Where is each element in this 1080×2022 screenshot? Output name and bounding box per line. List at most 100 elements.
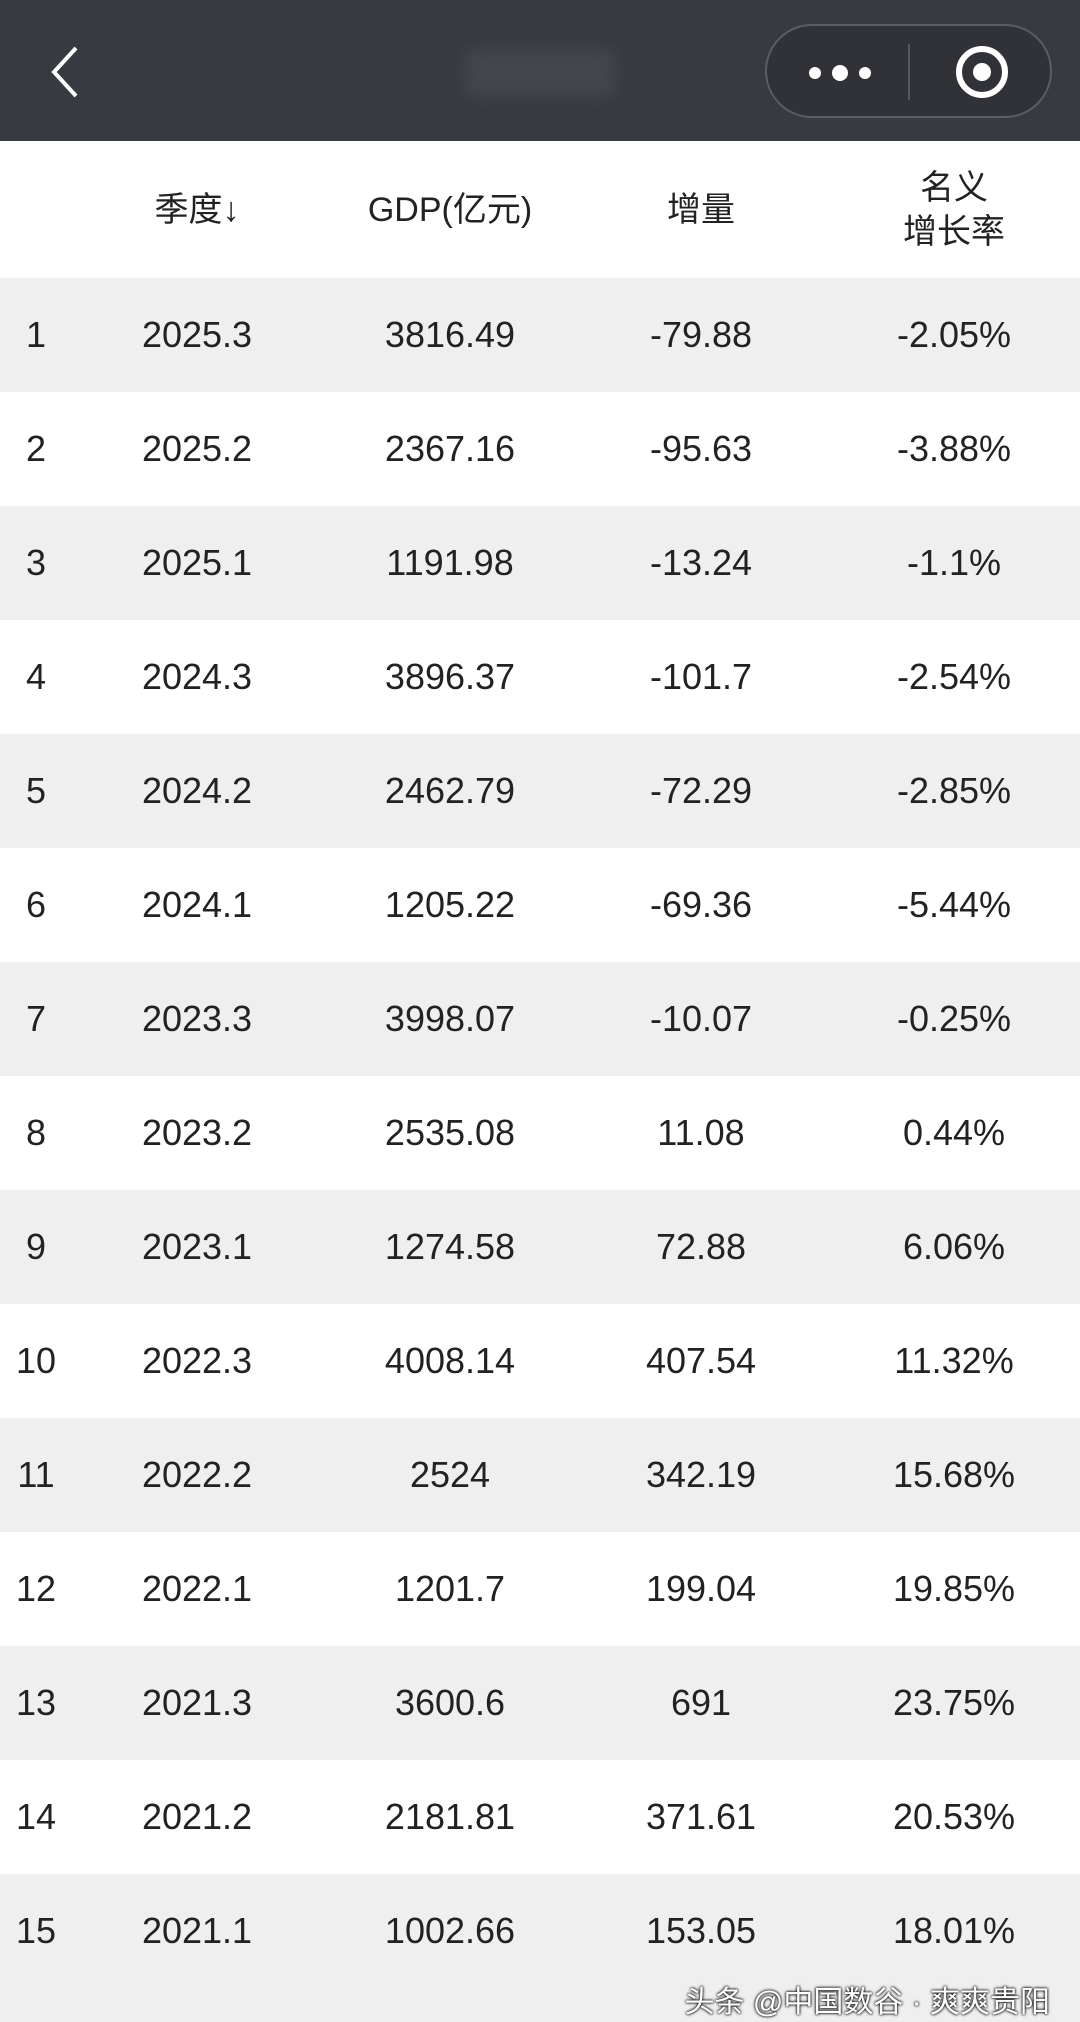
column-label: 名义 (920, 168, 988, 207)
cell-rate: -5.44% (896, 884, 1012, 925)
cell-idx: 15 (15, 1910, 57, 1951)
cell-idx: 9 (25, 1226, 47, 1267)
cell-quarter: 2021.3 (141, 1682, 253, 1723)
mini-program-capsule (765, 24, 1052, 118)
cell-rate: -2.05% (896, 314, 1012, 355)
column-increase: 增量 (667, 141, 735, 278)
nav-bar (0, 0, 1080, 141)
cell-quarter: 2024.3 (141, 656, 253, 697)
table-row: 10 2022.3 4008.14 407.54 11.32% (0, 1304, 1080, 1418)
cell-gdp: 3998.07 (384, 998, 516, 1039)
cell-idx: 4 (25, 656, 47, 697)
cell-quarter: 2022.3 (141, 1340, 253, 1381)
cell-quarter: 2021.2 (141, 1796, 253, 1837)
cell-gdp: 1191.98 (386, 542, 514, 583)
cell-rate: 6.06% (902, 1226, 1006, 1267)
cell-idx: 1 (25, 314, 47, 355)
table-row: 6 2024.1 1205.22 -69.36 -5.44% (0, 848, 1080, 962)
table-row: 4 2024.3 3896.37 -101.7 -2.54% (0, 620, 1080, 734)
cell-rate: 19.85% (892, 1568, 1016, 1609)
cell-gdp: 2524 (409, 1454, 491, 1495)
cell-rate: 15.68% (892, 1454, 1016, 1495)
table-row: 15 2021.1 1002.66 153.05 18.01% (0, 1874, 1080, 1988)
cell-idx: 14 (15, 1796, 57, 1837)
cell-idx: 3 (25, 542, 47, 583)
cell-increase: -13.24 (649, 542, 753, 583)
cell-gdp: 1201.7 (394, 1568, 506, 1609)
table-header: 季度↓ GDP(亿元) 增量 名义增长率 (0, 141, 1080, 278)
cell-quarter: 2022.2 (141, 1454, 253, 1495)
cell-idx: 5 (25, 770, 47, 811)
column-quarter-sort[interactable]: 季度↓ (155, 141, 240, 278)
cell-increase: 153.05 (645, 1910, 757, 1951)
cell-increase: -79.88 (649, 314, 753, 355)
table-row: 9 2023.1 1274.58 72.88 6.06% (0, 1190, 1080, 1304)
cell-increase: 371.61 (645, 1796, 757, 1837)
cell-gdp: 1205.22 (384, 884, 516, 925)
cell-rate: -2.85% (896, 770, 1012, 811)
column-label: 增长率 (903, 212, 1005, 251)
cell-gdp: 2367.16 (384, 428, 516, 469)
footer-strip (0, 1988, 1080, 2022)
target-circle-icon[interactable] (955, 45, 1009, 99)
cell-rate: 18.01% (892, 1910, 1016, 1951)
cell-rate: -2.54% (896, 656, 1012, 697)
column-growth-rate: 名义 增长率 (903, 141, 1005, 278)
cell-gdp: 1002.66 (384, 1910, 516, 1951)
column-gdp: GDP(亿元) (368, 141, 532, 278)
cell-rate: -0.25% (896, 998, 1012, 1039)
cell-quarter: 2025.3 (141, 314, 253, 355)
cell-gdp: 2462.79 (384, 770, 516, 811)
cell-quarter: 2023.1 (141, 1226, 253, 1267)
cell-quarter: 2023.3 (141, 998, 253, 1039)
cell-idx: 12 (15, 1568, 57, 1609)
cell-idx: 13 (15, 1682, 57, 1723)
cell-increase: 342.19 (645, 1454, 757, 1495)
cell-increase: -95.63 (649, 428, 753, 469)
cell-quarter: 2025.2 (141, 428, 253, 469)
cell-increase: 691 (670, 1682, 732, 1723)
cell-quarter: 2025.1 (141, 542, 253, 583)
cell-gdp: 2535.08 (384, 1112, 516, 1153)
cell-gdp: 1274.58 (384, 1226, 516, 1267)
cell-increase: 199.04 (645, 1568, 757, 1609)
cell-increase: -69.36 (649, 884, 753, 925)
chevron-left-icon[interactable] (46, 44, 96, 100)
cell-quarter: 2023.2 (141, 1112, 253, 1153)
cell-rate: 23.75% (892, 1682, 1016, 1723)
cell-idx: 11 (17, 1454, 55, 1495)
table-row: 14 2021.2 2181.81 371.61 20.53% (0, 1760, 1080, 1874)
cell-gdp: 4008.14 (384, 1340, 516, 1381)
cell-increase: -10.07 (649, 998, 753, 1039)
cell-rate: 0.44% (902, 1112, 1006, 1153)
cell-increase: 407.54 (645, 1340, 757, 1381)
table-row: 8 2023.2 2535.08 11.08 0.44% (0, 1076, 1080, 1190)
table-row: 11 2022.2 2524 342.19 15.68% (0, 1418, 1080, 1532)
cell-gdp: 2181.81 (384, 1796, 516, 1837)
more-dots-icon[interactable] (805, 62, 875, 84)
cell-rate: -3.88% (896, 428, 1012, 469)
table-row: 5 2024.2 2462.79 -72.29 -2.85% (0, 734, 1080, 848)
watermark: 头条 @中国数谷 · 爽爽贵阳 (684, 1986, 1050, 2019)
table-row: 2 2025.2 2367.16 -95.63 -3.88% (0, 392, 1080, 506)
cell-rate: 20.53% (892, 1796, 1016, 1837)
cell-quarter: 2024.1 (141, 884, 253, 925)
table-row: 3 2025.1 1191.98 -13.24 -1.1% (0, 506, 1080, 620)
column-label: 增量 (667, 190, 735, 229)
cell-idx: 10 (15, 1340, 57, 1381)
cell-idx: 8 (25, 1112, 47, 1153)
column-label: 季度↓ (154, 190, 240, 229)
cell-increase: 11.08 (657, 1112, 745, 1153)
column-label: GDP(亿元) (367, 190, 533, 229)
table-row: 1 2025.3 3816.49 -79.88 -2.05% (0, 278, 1080, 392)
cell-idx: 7 (25, 998, 47, 1039)
cell-increase: 72.88 (655, 1226, 747, 1267)
cell-quarter: 2022.1 (141, 1568, 253, 1609)
table-row: 12 2022.1 1201.7 199.04 19.85% (0, 1532, 1080, 1646)
cell-quarter: 2021.1 (141, 1910, 253, 1951)
page-title-blurred (465, 48, 615, 98)
cell-idx: 2 (25, 428, 47, 469)
cell-rate: 11.32% (894, 1340, 1014, 1381)
cell-increase: -101.7 (649, 656, 753, 697)
cell-increase: -72.29 (649, 770, 753, 811)
